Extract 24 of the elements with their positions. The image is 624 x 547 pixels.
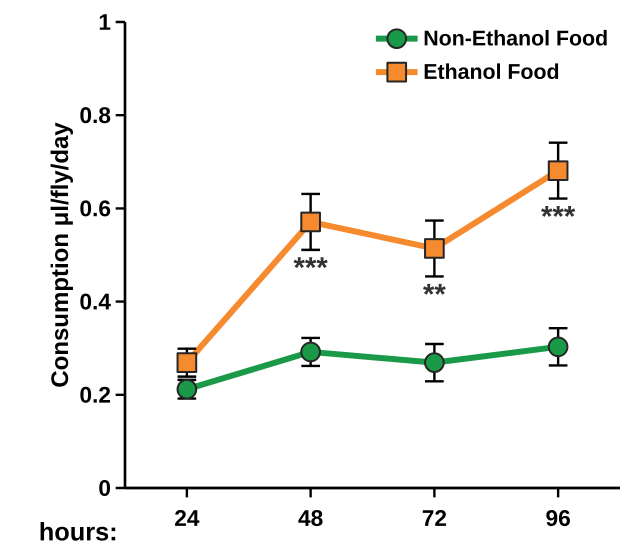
x-tick-label: 24	[175, 510, 200, 526]
y-tick-label: 0.8	[80, 107, 110, 124]
point	[300, 342, 321, 362]
y-tick-label: 0.6	[80, 200, 110, 216]
x-tick-label: 72	[422, 510, 446, 526]
y-tick-label: 0.4	[80, 294, 111, 310]
annotation: **	[423, 284, 446, 295]
point	[176, 352, 198, 373]
y-tick-label: 1	[100, 14, 110, 30]
annotation: ***	[541, 206, 576, 217]
point	[548, 160, 568, 181]
y-axis-title: Consumption μl/fly/day	[50, 122, 73, 387]
annotation: ***	[294, 257, 328, 268]
point	[300, 212, 321, 232]
y-tick-label: 0.2	[80, 386, 110, 403]
x-axis-title: hours:	[40, 522, 116, 541]
x-tick-label: 48	[298, 510, 323, 526]
legend-label: Ethanol Food	[424, 63, 558, 80]
point	[424, 238, 445, 259]
y-tick-label: 0	[99, 480, 110, 496]
legend-label: Non-Ethanol Food	[424, 30, 607, 46]
point	[424, 352, 445, 373]
point	[548, 336, 568, 358]
x-tick-label: 96	[546, 510, 570, 526]
